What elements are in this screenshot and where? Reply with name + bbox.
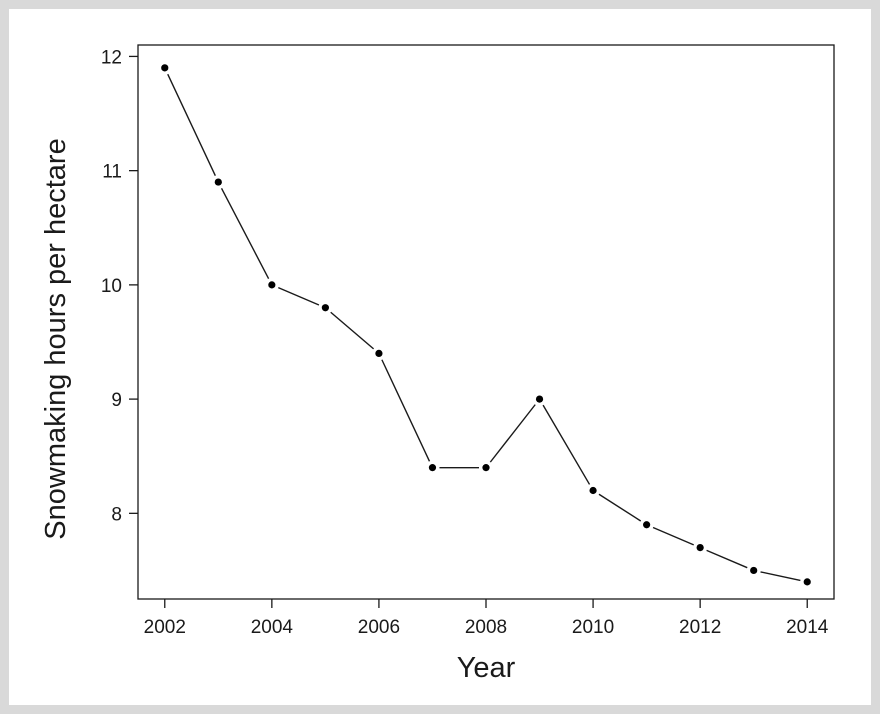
- series-layer: [161, 64, 811, 586]
- data-point: [589, 486, 597, 495]
- x-tick-label: 2006: [358, 617, 400, 638]
- data-point: [696, 543, 704, 552]
- series-line-segment: [652, 526, 694, 546]
- x-tick-label: 2010: [572, 617, 614, 638]
- x-tick-label: 2014: [786, 617, 829, 638]
- series-line-segment: [542, 404, 591, 485]
- y-tick-label: 12: [101, 47, 122, 68]
- series-line-segment: [489, 404, 536, 463]
- data-point: [214, 178, 222, 186]
- series-line-segment: [220, 187, 270, 279]
- series-line-segment: [330, 311, 375, 350]
- plot-area: [137, 44, 835, 600]
- data-point: [428, 464, 437, 472]
- x-axis-title: Year: [457, 652, 516, 684]
- series-line-segment: [598, 493, 642, 522]
- data-point: [375, 349, 383, 358]
- x-tick-label: 2002: [144, 617, 186, 638]
- data-point: [643, 521, 651, 529]
- line-chart: 2002 2004 2006 2008 2010 2012 2014 8 9 10 11 12 Ye…: [40, 44, 835, 684]
- data-point: [482, 464, 490, 472]
- data-point: [161, 64, 169, 72]
- series-line-segment: [760, 571, 801, 582]
- data-point: [321, 304, 329, 312]
- x-tick-label: 2008: [465, 617, 507, 638]
- y-tick-label: 8: [111, 504, 122, 525]
- series-line-segment: [278, 286, 320, 306]
- y-tick-label: 9: [111, 390, 122, 411]
- x-tick-label: 2012: [679, 617, 721, 638]
- series-line-segment: [167, 73, 216, 177]
- y-tick-label: 11: [102, 162, 122, 183]
- chart-frame: 2002 2004 2006 2008 2010 2012 2014 8 9 10 11 12 Ye…: [9, 9, 871, 705]
- data-point: [750, 566, 758, 575]
- series-line-segment: [381, 359, 431, 462]
- y-axis: 8 9 10 11 12: [101, 47, 138, 525]
- data-point: [535, 395, 544, 403]
- y-axis-title: Snowmaking hours per hectare: [40, 138, 72, 539]
- x-axis: 2002 2004 2006 2008 2010 2012 2014: [144, 599, 829, 638]
- y-tick-label: 10: [101, 276, 122, 297]
- series-line-segment: [706, 549, 748, 569]
- data-point: [268, 281, 276, 289]
- x-tick-label: 2004: [251, 617, 294, 638]
- data-point: [803, 578, 811, 586]
